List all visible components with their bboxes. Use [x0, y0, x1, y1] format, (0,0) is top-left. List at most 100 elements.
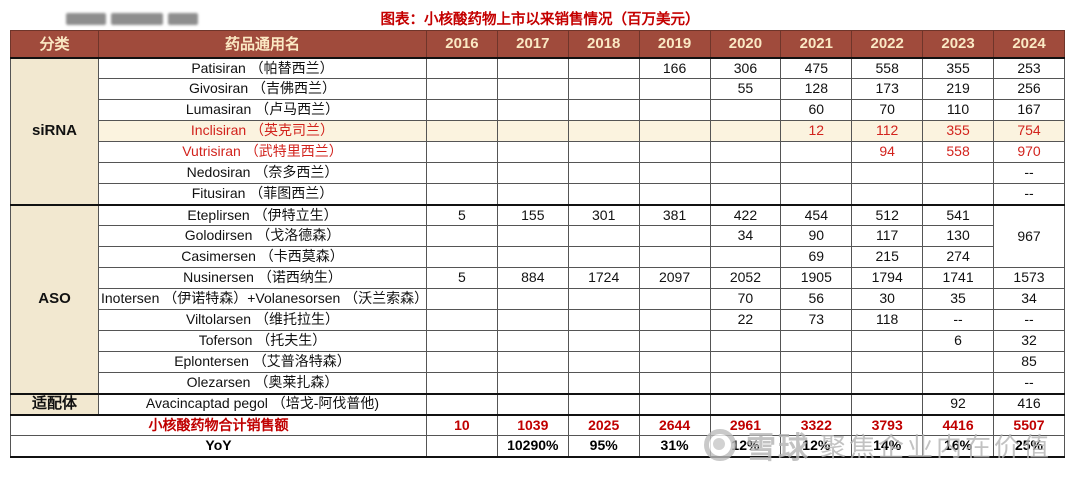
value-cell-2016 [426, 392, 498, 415]
drug-name: Patisiran （帕替西兰） [98, 57, 427, 79]
value-cell-2021: 73 [780, 309, 853, 331]
value-cell-2020 [709, 246, 782, 268]
yoy-row-value-2021: 12% [780, 435, 853, 458]
value-cell-2022: 558 [851, 57, 924, 79]
drug-name: Fitusiran （菲图西兰） [98, 183, 427, 205]
drug-row-6: Fitusiran （菲图西兰） -- [11, 183, 1065, 205]
value-cell-2018 [567, 120, 640, 142]
category-cell-适配体: 适配体 [10, 392, 99, 415]
value-cell-2019 [638, 246, 711, 268]
value-cell-2017 [496, 372, 569, 394]
value-cell-2021: 475 [780, 57, 853, 79]
value-cell-2021: 12 [780, 120, 853, 142]
drug-row-4: Vutrisiran （武特里西兰） 94 558 970 [11, 141, 1065, 163]
value-cell-2019 [638, 120, 711, 142]
value-cell-2016 [426, 288, 498, 310]
value-cell-2018 [567, 57, 640, 79]
drug-sales-table: 分类 药品通用名 2016 2017 2018 2019 2020 2021 2022 2023 2… [10, 30, 1065, 458]
value-cell-2016: 5 [426, 203, 498, 226]
value-cell-2017 [496, 309, 569, 331]
value-cell-2021 [780, 141, 853, 163]
value-cell-2023: 558 [922, 141, 994, 163]
col-header-2022: 2022 [851, 30, 924, 59]
value-cell-2019 [638, 183, 711, 205]
table-header-row: 分类 药品通用名 2016 2017 2018 2019 2020 2021 2022 2023 2… [10, 30, 1065, 59]
value-cell-2018 [567, 78, 640, 100]
value-cell-2016 [426, 225, 498, 247]
value-cell-2017 [496, 246, 569, 268]
yoy-row-value-2024: 25% [993, 435, 1065, 458]
col-header-2023: 2023 [922, 30, 994, 59]
value-cell-2023 [922, 162, 994, 184]
value-cell-2020 [709, 99, 782, 121]
value-cell-2017 [496, 162, 569, 184]
value-cell-2017: 884 [496, 267, 569, 289]
col-header-分类: 分类 [10, 30, 99, 59]
value-cell-2017 [496, 57, 569, 79]
drug-row-14: Eplontersen （艾普洛特森） 85 [11, 351, 1065, 373]
value-cell-2024: 253 [993, 57, 1065, 79]
value-cell-2020: 422 [709, 203, 782, 226]
value-cell-2021: 56 [780, 288, 853, 310]
value-cell-2022: 215 [851, 246, 924, 268]
yoy-row-value-2023: 16% [922, 435, 994, 458]
yoy-row-value-2018: 95% [567, 435, 640, 458]
value-cell-2018 [567, 99, 640, 121]
value-cell-2022: 70 [851, 99, 924, 121]
drug-row-3: Inclisiran （英克司兰） 12 112 355 754 [11, 120, 1065, 142]
col-header-2024: 2024 [993, 30, 1065, 59]
value-cell-2018 [567, 288, 640, 310]
redacted-block [168, 12, 198, 25]
value-cell-2020: 34 [709, 225, 782, 247]
total-row-value-2021: 3322 [780, 413, 853, 436]
value-cell-2023: 219 [922, 78, 994, 100]
value-cell-2023: 274 [922, 246, 994, 268]
value-cell-2023: 35 [922, 288, 994, 310]
value-cell-2023: 355 [922, 120, 994, 142]
value-cell-2018: 1724 [567, 267, 640, 289]
total-row-label: 小核酸药物合计销售额 [10, 413, 427, 436]
drug-row-10: Nusinersen （诺西纳生） 5 884 1724 2097 2052 1905 179… [11, 267, 1065, 289]
value-cell-2018 [567, 351, 640, 373]
value-cell-2022: 30 [851, 288, 924, 310]
value-cell-2016 [426, 141, 498, 163]
value-cell-2018 [567, 330, 640, 352]
value-cell-2018 [567, 246, 640, 268]
value-cell-2022: 512 [851, 203, 924, 226]
value-cell-2024: 32 [993, 330, 1065, 352]
value-cell-2018: 301 [567, 203, 640, 226]
value-cell-2022 [851, 330, 924, 352]
value-cell-2017 [496, 351, 569, 373]
value-cell-2022: 118 [851, 309, 924, 331]
value-cell-2021: 1905 [780, 267, 853, 289]
total-row: 小核酸药物合计销售额 10 1039 2025 2644 2961 3322 3793 4416… [10, 413, 1065, 436]
value-cell-2020 [709, 372, 782, 394]
redacted-block [111, 12, 163, 25]
value-cell-2022 [851, 162, 924, 184]
drug-row-13: Toferson （托夫生） 6 32 [11, 330, 1065, 352]
value-cell-2023 [922, 372, 994, 394]
drug-name: Avacincaptad pegol （培戈-阿伐普他) [98, 392, 427, 415]
total-row-value-2017: 1039 [496, 413, 569, 436]
value-cell-2019 [638, 330, 711, 352]
category-cell-siRNA: siRNA [10, 57, 99, 205]
value-cell-2020 [709, 392, 782, 415]
value-cell-2021 [780, 183, 853, 205]
total-row-value-2018: 2025 [567, 413, 640, 436]
value-cell-2022: 112 [851, 120, 924, 142]
value-cell-2024: 34 [993, 288, 1065, 310]
value-cell-2016 [426, 309, 498, 331]
value-cell-2024: 167 [993, 99, 1065, 121]
drug-name: Inclisiran （英克司兰） [98, 120, 427, 142]
value-cell-2020 [709, 183, 782, 205]
value-cell-2017 [496, 78, 569, 100]
category-cell-ASO: ASO [10, 203, 99, 394]
value-cell-2019: 166 [638, 57, 711, 79]
total-row-value-2024: 5507 [993, 413, 1065, 436]
value-cell-2019 [638, 225, 711, 247]
value-cell-2024: 967 [993, 203, 1065, 268]
drug-row-2: Lumasiran （卢马西兰） 60 70 110 167 [11, 99, 1065, 121]
value-cell-2016 [426, 78, 498, 100]
value-cell-2024: 85 [993, 351, 1065, 373]
drug-name: Eplontersen （艾普洛特森） [98, 351, 427, 373]
